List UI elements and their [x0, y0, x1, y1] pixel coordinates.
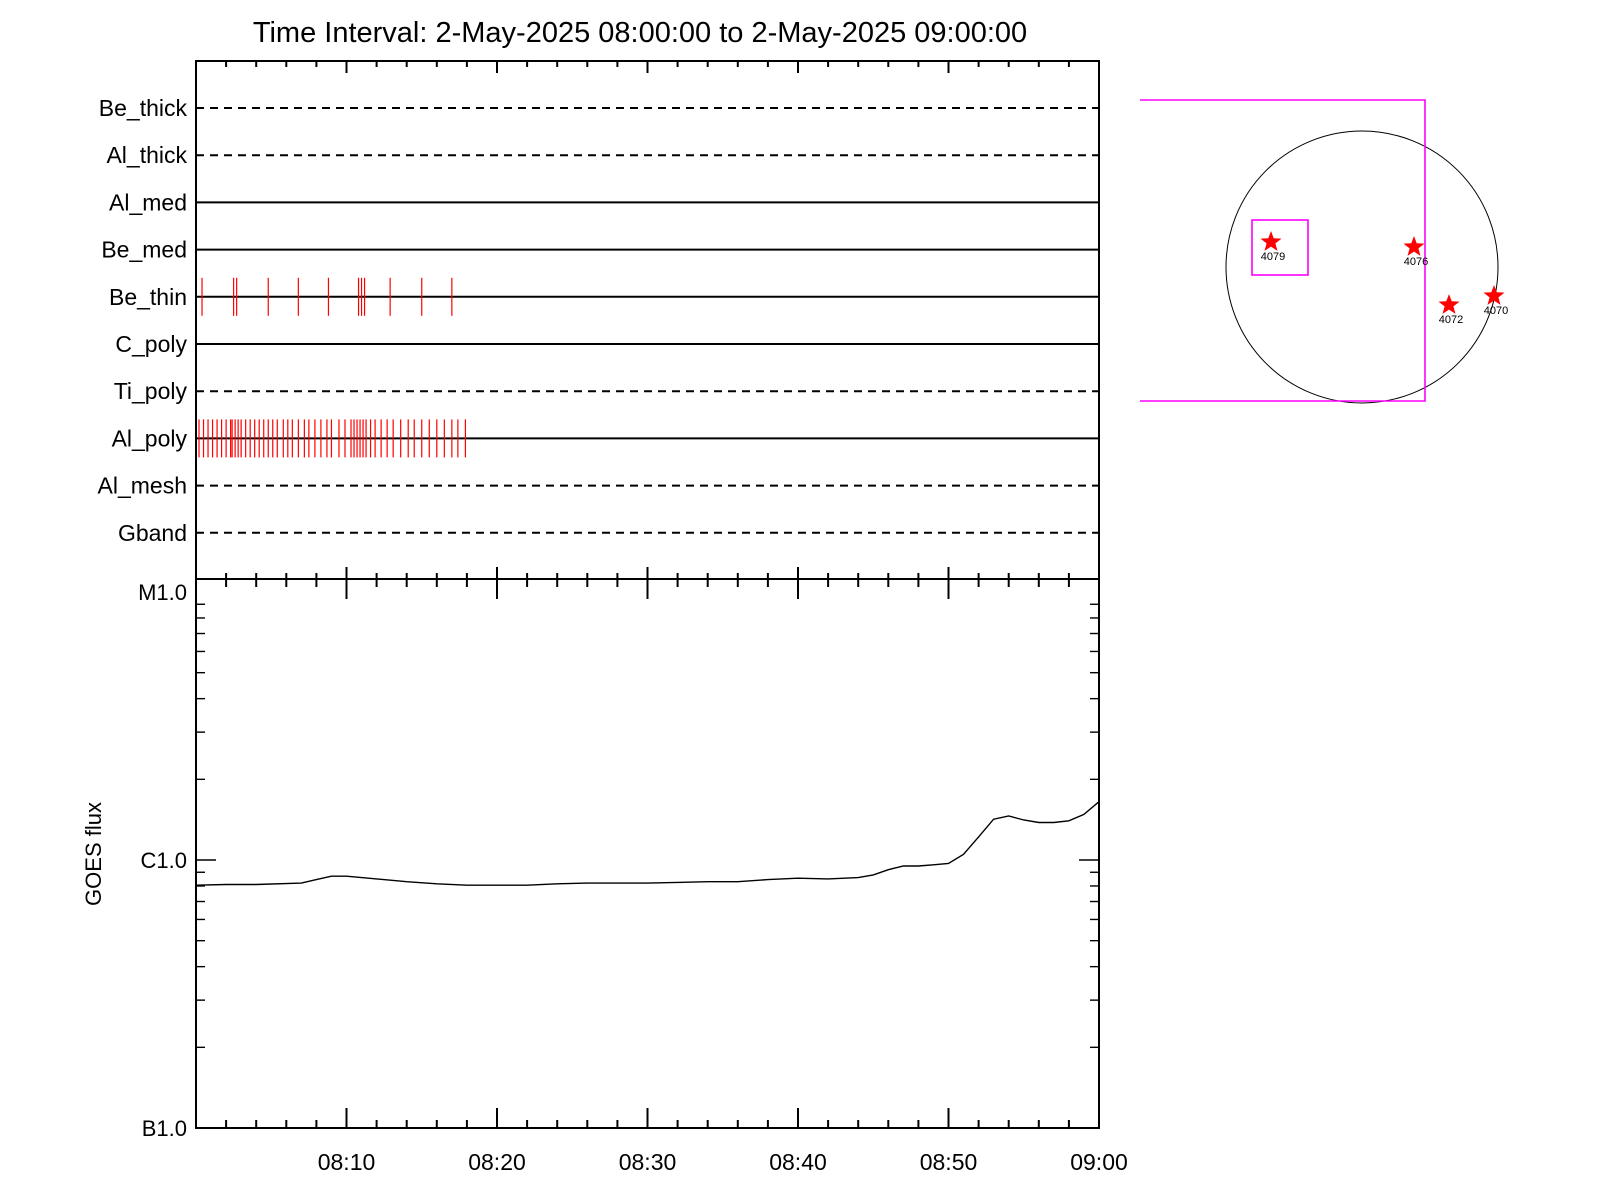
region-label: 4070 — [1484, 305, 1508, 317]
x-tick-label: 08:20 — [468, 1149, 526, 1175]
row-Gband: Gband — [118, 520, 1099, 546]
region-label: 4079 — [1261, 251, 1285, 263]
row-Be_thin: Be_thin — [109, 277, 1099, 316]
row-Be_thick: Be_thick — [99, 95, 1099, 121]
x-tick-label: 08:10 — [318, 1149, 376, 1175]
row-label: Be_med — [101, 237, 187, 263]
row-label: Al_mesh — [98, 473, 187, 499]
row-Al_mesh: Al_mesh — [98, 473, 1099, 499]
solar-disk — [1225, 130, 1499, 404]
y-tick-label: B1.0 — [142, 1116, 187, 1141]
region-star — [1403, 236, 1425, 256]
row-Al_thick: Al_thick — [106, 142, 1099, 168]
region-label: 4076 — [1404, 256, 1428, 268]
row-label: Ti_poly — [114, 378, 188, 404]
row-Al_med: Al_med — [109, 189, 1099, 215]
x-tick-label: 08:50 — [920, 1149, 978, 1175]
region-4070: 4070 — [1483, 285, 1508, 317]
x-tick-label: 09:00 — [1070, 1149, 1128, 1175]
solar-disk-map: 4079 4076 4072 4070 — [1140, 99, 1508, 404]
row-Be_med: Be_med — [101, 237, 1099, 263]
goes-y-tick-labels: B1.0 C1.0 M1.0 — [138, 580, 187, 1141]
region-label: 4072 — [1439, 314, 1463, 326]
fov-box — [1140, 99, 1426, 402]
goes-flux-line — [195, 801, 1100, 886]
x-tick-label: 08:30 — [619, 1149, 677, 1175]
goes-x-tick-labels: 08:10 08:20 08:30 08:40 08:50 09:00 — [318, 1149, 1128, 1175]
active-regions: 4079 4076 4072 4070 — [1260, 231, 1508, 326]
timeline-ticks — [195, 61, 1100, 579]
y-tick-label: M1.0 — [138, 580, 187, 605]
channel-rows: Be_thick Al_thick Al_med Be_med Be_thin C_pol… — [98, 95, 1099, 546]
row-label: Al_thick — [106, 142, 187, 168]
row-C_poly: C_poly — [115, 331, 1099, 357]
goes-panel: B1.0 C1.0 M1.0 08:10 08:20 08:30 08:40 08:50 09… — [81, 578, 1128, 1175]
region-star — [1483, 285, 1505, 305]
chart-title: Time Interval: 2-May-2025 08:00:00 to 2-… — [253, 17, 1027, 49]
region-star — [1438, 294, 1460, 314]
timeline-panel-frame — [195, 60, 1100, 580]
timeline-panel: Be_thick Al_thick Al_med Be_med Be_thin C_pol… — [98, 60, 1100, 580]
goes-x-ticks — [195, 579, 1100, 1128]
x-tick-label: 08:40 — [769, 1149, 827, 1175]
row-label: C_poly — [115, 331, 187, 357]
row-label: Be_thin — [109, 284, 187, 310]
region-4079: 4079 — [1260, 231, 1285, 263]
goes-y-ticks — [196, 603, 1099, 1129]
region-box-4079 — [1251, 219, 1309, 276]
row-label: Al_poly — [112, 425, 188, 451]
region-star — [1260, 231, 1282, 251]
row-label: Al_med — [109, 189, 187, 215]
row-label: Gband — [118, 520, 187, 546]
region-4072: 4072 — [1438, 294, 1463, 326]
row-Al_poly: Al_poly — [112, 419, 1099, 458]
y-tick-label: C1.0 — [141, 848, 187, 873]
region-4076: 4076 — [1403, 236, 1428, 268]
row-Ti_poly: Ti_poly — [114, 378, 1099, 404]
goes-y-axis-label: GOES flux — [81, 802, 106, 906]
row-label: Be_thick — [99, 95, 188, 121]
